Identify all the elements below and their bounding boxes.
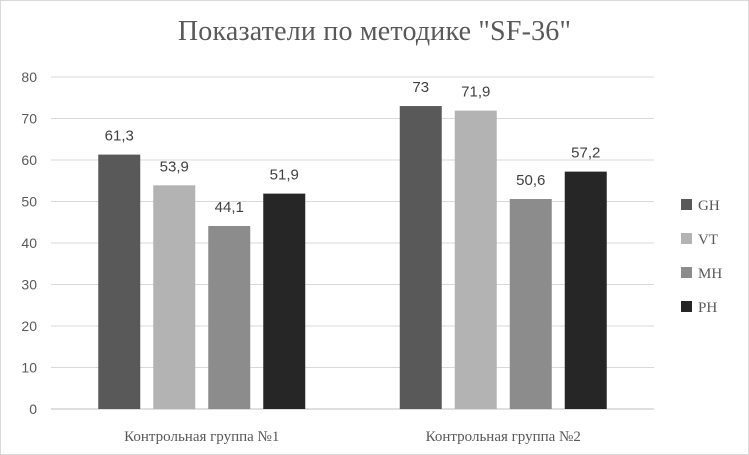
y-tick-label: 30 (21, 277, 37, 293)
x-category-label: Контрольная группа №2 (426, 429, 581, 445)
bar-vt (454, 110, 497, 410)
legend-label-mh: MH (698, 266, 722, 282)
data-label: 57,2 (571, 145, 600, 162)
data-label: 51,9 (270, 167, 299, 184)
legend-swatch-ph (681, 301, 692, 312)
y-tick-label: 70 (21, 111, 37, 127)
data-label: 44,1 (215, 199, 244, 216)
data-label: 61,3 (105, 128, 134, 145)
data-label: 73 (412, 79, 429, 96)
y-tick-label: 40 (21, 235, 37, 251)
bar-gh (98, 154, 141, 409)
y-tick-label: 10 (21, 360, 37, 376)
bar-ph (263, 193, 306, 409)
chart-title: Показатели по методике "SF-36" (177, 16, 572, 47)
legend-swatch-gh (681, 199, 692, 210)
data-label: 50,6 (516, 172, 545, 189)
legend-label-gh: GH (698, 198, 720, 214)
bar-gh (399, 106, 442, 410)
bar-mh (208, 225, 251, 409)
y-tick-label: 60 (21, 152, 37, 168)
legend-swatch-mh (681, 267, 692, 278)
legend-label-vt: VT (698, 232, 718, 248)
bar-vt (153, 185, 196, 409)
bar-ph (564, 171, 607, 409)
data-label: 71,9 (461, 84, 490, 101)
y-tick-label: 20 (21, 318, 37, 334)
y-tick-label: 80 (21, 69, 37, 85)
data-label: 53,9 (160, 158, 189, 175)
y-tick-label: 0 (29, 401, 37, 417)
y-tick-label: 50 (21, 194, 37, 210)
legend-label-ph: PH (698, 300, 717, 316)
bar-mh (509, 199, 552, 409)
x-category-label: Контрольная группа №1 (124, 429, 279, 445)
legend-swatch-vt (681, 233, 692, 244)
